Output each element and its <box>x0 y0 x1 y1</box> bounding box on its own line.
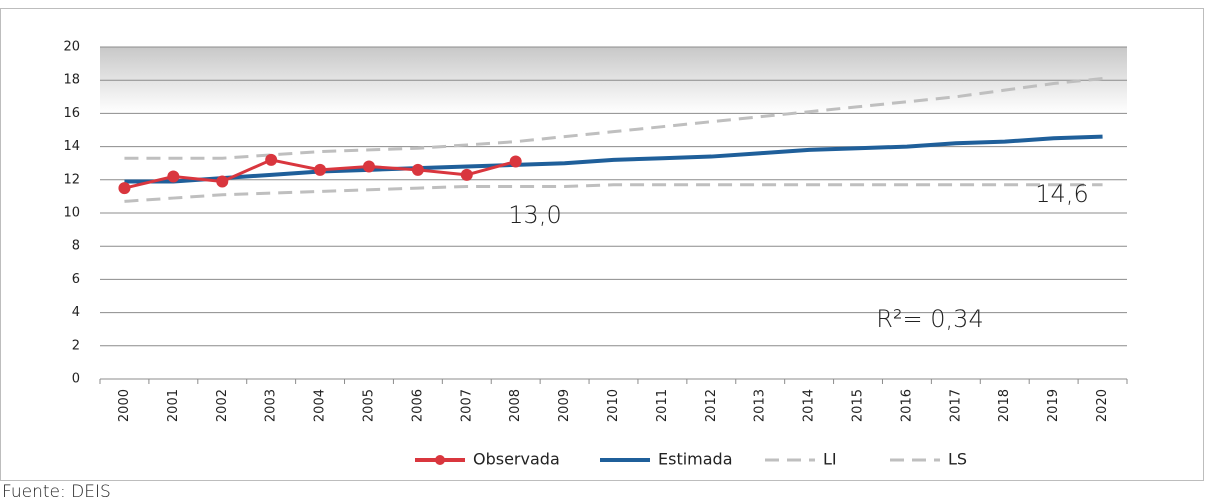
marker <box>362 160 375 173</box>
marker <box>167 170 180 183</box>
x-tick-label: 2000 <box>117 389 132 422</box>
x-tick-label: 2006 <box>410 389 425 422</box>
x-tick-label: 2019 <box>1046 389 1061 422</box>
series-line <box>124 183 1103 203</box>
x-tick-label: 2004 <box>313 389 328 422</box>
annotation: 14,6 <box>1035 180 1088 208</box>
annotation: R²= 0,34 <box>876 305 983 333</box>
x-tick-label: 2005 <box>361 389 376 422</box>
x-tick-label: 2010 <box>606 389 621 422</box>
y-tick-label: 6 <box>72 272 80 287</box>
legend-label: LS <box>948 450 967 469</box>
series-line <box>124 134 1103 184</box>
x-tick-label: 2008 <box>508 389 523 422</box>
legend-marker <box>435 455 445 465</box>
series-line <box>124 77 1103 160</box>
source: Fuente: DEIS <box>2 482 111 501</box>
legend-label: Estimada <box>658 450 733 469</box>
y-tick-label: 10 <box>63 206 80 221</box>
marker <box>314 163 327 176</box>
annotation: 13,0 <box>508 201 561 229</box>
y-tick-label: 16 <box>63 106 80 121</box>
marker <box>118 182 131 195</box>
x-tick-label: 2011 <box>655 389 670 422</box>
y-tick-label: 14 <box>63 139 80 154</box>
marker <box>411 163 424 176</box>
marker <box>509 155 522 168</box>
y-tick-label: 12 <box>63 172 80 187</box>
y-tick-label: 8 <box>72 239 80 254</box>
y-tick-label: 4 <box>72 305 80 320</box>
frame <box>0 8 1204 481</box>
x-tick-label: 2016 <box>899 389 914 422</box>
x-tick-label: 2012 <box>704 389 719 422</box>
x-tick-label: 2002 <box>215 389 230 422</box>
y-tick-label: 2 <box>72 338 80 353</box>
legend-label: Observada <box>473 450 560 469</box>
marker <box>216 175 229 188</box>
x-tick-label: 2001 <box>166 389 181 422</box>
x-tick-label: 2007 <box>459 389 474 422</box>
x-tick-label: 2009 <box>557 389 572 422</box>
legend-label: LI <box>823 450 837 469</box>
y-tick-label: 20 <box>63 40 80 55</box>
x-tick-label: 2013 <box>753 389 768 422</box>
y-tick-label: 18 <box>63 73 80 88</box>
y-tick-label: 0 <box>72 372 80 387</box>
x-tick-label: 2014 <box>802 389 817 422</box>
x-tick-label: 2018 <box>997 389 1012 422</box>
x-tick-label: 2020 <box>1095 389 1110 422</box>
marker <box>265 153 278 166</box>
marker <box>460 168 473 181</box>
x-tick-label: 2015 <box>851 389 866 422</box>
x-tick-label: 2017 <box>948 389 963 422</box>
x-tick-label: 2003 <box>264 389 279 422</box>
